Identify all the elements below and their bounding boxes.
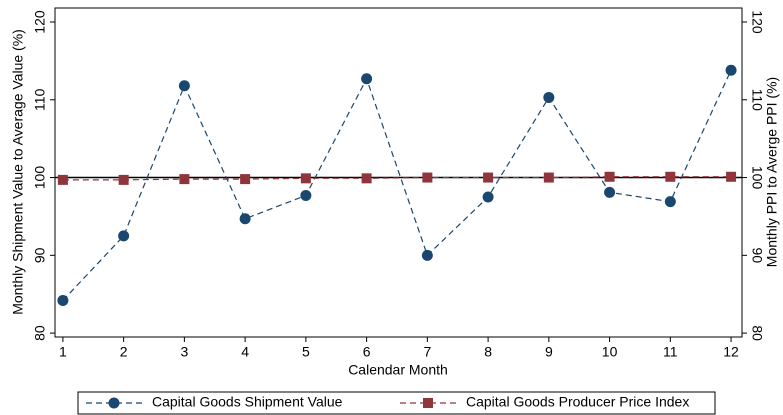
data-point [57, 294, 69, 306]
data-point [118, 230, 130, 242]
y-tick-label: 100 [32, 166, 48, 190]
y2-tick-label: 80 [749, 325, 765, 341]
x-tick-label: 4 [241, 344, 249, 360]
x-tick-label: 9 [545, 344, 553, 360]
y2-tick-label: 110 [749, 89, 765, 112]
data-point [179, 174, 190, 185]
x-tick-label: 11 [663, 344, 678, 360]
data-point [361, 73, 373, 85]
y-tick-label: 80 [32, 325, 48, 341]
data-point [239, 213, 251, 225]
legend-box [77, 391, 716, 415]
series-line [62, 69, 732, 301]
legend-marker [108, 397, 120, 409]
x-tick-label: 2 [120, 344, 128, 360]
data-point [300, 189, 312, 201]
data-point [604, 171, 615, 182]
data-point [725, 64, 737, 76]
x-tick-label: 5 [302, 344, 310, 360]
data-point [178, 80, 190, 92]
y2-axis-label: Monthly PPI to Averge PPI (%) [764, 77, 780, 267]
x-tick-label: 8 [484, 344, 492, 360]
x-axis-label: Calendar Month [348, 362, 448, 378]
y-tick-label: 90 [32, 247, 48, 263]
data-point [664, 196, 676, 208]
y-tick-label: 110 [32, 88, 48, 111]
legend-marker [423, 398, 433, 408]
data-point [361, 173, 372, 184]
y2-tick-label: 120 [749, 10, 765, 34]
data-point [726, 171, 737, 182]
legend-label: Capital Goods Shipment Value [152, 394, 343, 410]
legend-label: Capital Goods Producer Price Index [466, 394, 689, 410]
data-point [118, 174, 129, 185]
y-axis-label: Monthly Shipment Value to Average Value … [10, 29, 26, 315]
data-point [543, 172, 554, 183]
x-tick-label: 7 [423, 344, 431, 360]
x-tick-label: 3 [180, 344, 188, 360]
y2-tick-label: 90 [749, 248, 765, 264]
x-tick-label: 12 [723, 344, 739, 360]
data-point [57, 174, 68, 185]
x-tick-label: 1 [59, 344, 67, 360]
x-tick-label: 10 [602, 344, 618, 360]
data-point [482, 191, 494, 203]
x-tick-label: 6 [363, 344, 371, 360]
data-point [665, 171, 676, 182]
data-point [604, 186, 616, 198]
data-point [422, 172, 433, 183]
data-point [240, 174, 251, 185]
y2-tick-label: 100 [749, 166, 765, 190]
y-tick-label: 120 [32, 10, 48, 34]
data-point [421, 249, 433, 261]
data-point [543, 91, 555, 103]
data-point [483, 172, 494, 183]
plot-frame [54, 7, 743, 338]
series-line [62, 176, 732, 181]
data-point [300, 173, 311, 184]
